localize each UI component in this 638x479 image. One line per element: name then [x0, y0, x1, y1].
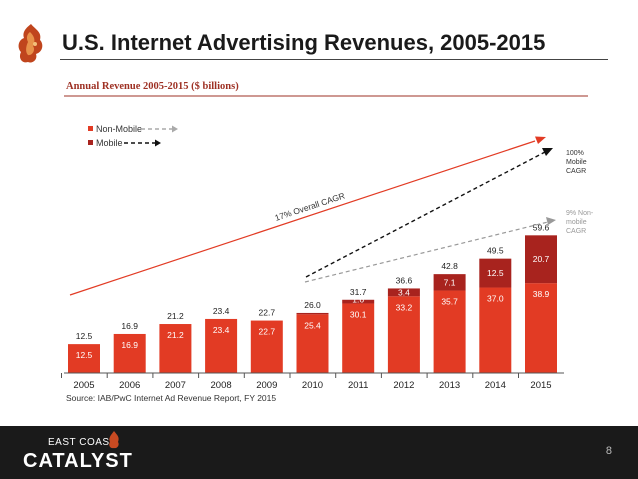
label-total-2012: 36.6	[396, 275, 413, 285]
legend-arrow-mobile	[155, 139, 161, 147]
slide-title: U.S. Internet Advertising Revenues, 2005…	[62, 30, 546, 55]
mobile-cagr-arrow	[305, 151, 546, 278]
bar-non-mobile-2007	[159, 324, 192, 373]
label-non-mobile-2012: 33.2	[396, 302, 413, 312]
label-total-2014: 49.5	[487, 246, 504, 256]
brand-tagline: EAST COAST	[48, 437, 117, 448]
label-total-2008: 23.4	[213, 306, 230, 316]
nonmobile-cagr-line-3: CAGR	[566, 228, 586, 235]
label-mobile-2013: 7.1	[444, 277, 456, 287]
bar-mobile-2014	[479, 258, 512, 288]
label-total-2007: 21.2	[167, 311, 184, 321]
brand-name: CATALYST	[23, 450, 133, 472]
bar-mobile-2011	[342, 299, 375, 304]
bar-non-mobile-2013	[433, 290, 466, 373]
chart: Annual Revenue 2005-2015 ($ billions) No…	[61, 81, 595, 403]
legend-swatch-non-mobile	[88, 126, 93, 131]
brand-flame-icon	[109, 431, 119, 449]
x-label-2012: 2012	[393, 380, 414, 391]
nonmobile-cagr-arrow	[304, 221, 549, 283]
label-mobile-2015: 20.7	[533, 254, 550, 264]
label-non-mobile-2007: 21.2	[167, 330, 184, 340]
x-label-2011: 2011	[348, 380, 368, 391]
title-divider	[60, 59, 608, 60]
label-mobile-2012: 3.4	[398, 287, 410, 297]
x-label-2010: 2010	[302, 380, 323, 391]
label-non-mobile-2005: 12.5	[76, 350, 93, 360]
legend-label-non-mobile: Non-Mobile	[96, 124, 142, 134]
bar-non-mobile-2006	[113, 333, 146, 373]
mobile-cagr-line-2: Mobile	[566, 159, 587, 166]
bar-non-mobile-2011	[342, 303, 375, 373]
chart-title: Annual Revenue 2005-2015 ($ billions)	[66, 81, 239, 92]
x-label-2008: 2008	[211, 380, 232, 391]
mobile-cagr-line-3: CAGR	[566, 168, 586, 175]
label-non-mobile-2011: 30.1	[350, 309, 367, 319]
label-non-mobile-2015: 38.9	[533, 289, 550, 299]
bar-mobile-2013	[433, 274, 466, 291]
x-label-2014: 2014	[485, 380, 506, 391]
nonmobile-cagr-line-2: mobile	[566, 219, 587, 226]
bar-mobile-2015	[525, 235, 557, 284]
bar-non-mobile-2008	[205, 318, 238, 373]
label-non-mobile-2006: 16.9	[121, 340, 138, 350]
x-label-2005: 2005	[73, 380, 94, 391]
bar-non-mobile-2005	[68, 344, 100, 373]
legend-label-mobile: Mobile	[96, 138, 123, 148]
total-value-labels: 12.5 16.9 21.2 23.4 22.7 26.0 31.7 36.6 42.8 49.5…	[76, 222, 550, 341]
label-non-mobile-2008: 23.4	[213, 325, 230, 335]
label-total-2015: 59.6	[533, 222, 550, 232]
label-non-mobile-2014: 37.0	[487, 294, 504, 304]
bar-non-mobile-2015	[525, 283, 557, 373]
label-non-mobile-2013: 35.7	[441, 297, 458, 307]
overall-cagr-arrowhead	[535, 136, 546, 144]
nonmobile-cagr-arrowhead	[546, 217, 556, 225]
label-total-2013: 42.8	[441, 261, 458, 271]
legend-arrow-non-mobile	[172, 125, 178, 133]
footer-bar: EAST COAST CATALYST 8	[0, 426, 638, 479]
nonmobile-cagr-line-1: 9% Non-	[566, 210, 594, 217]
label-total-2010: 26.0	[304, 300, 321, 310]
x-label-2007: 2007	[165, 380, 186, 391]
bar-non-mobile-2012	[387, 296, 420, 373]
label-total-2006: 16.9	[121, 321, 138, 331]
bar-non-mobile-2014	[479, 287, 512, 373]
label-total-2009: 22.7	[259, 308, 276, 318]
label-non-mobile-2009: 22.7	[259, 327, 276, 337]
mobile-cagr-line-1: 100%	[566, 150, 584, 157]
x-axis-labels: 2005 2006 2007 2008 2009 2010 2011 2012 2013 2014…	[73, 380, 551, 391]
label-non-mobile-2010: 25.4	[304, 320, 321, 330]
x-label-2009: 2009	[256, 380, 277, 391]
chart-source: Source: IAB/PwC Internet Ad Revenue Repo…	[66, 393, 276, 403]
bar-mobile-2012	[387, 288, 420, 297]
page-number: 8	[605, 445, 612, 457]
overall-cagr-arrow	[69, 140, 536, 296]
bar-mobile-2010	[296, 312, 329, 315]
label-mobile-2014: 12.5	[487, 268, 504, 278]
bars-group	[68, 235, 557, 373]
nonmobile-cagr-label: 9% Non- mobile CAGR	[566, 210, 595, 235]
mobile-value-labels: 1.6 3.4 7.1 12.5 20.7	[352, 254, 549, 304]
label-total-2005: 12.5	[76, 331, 93, 341]
x-label-2006: 2006	[119, 380, 140, 391]
x-axis-ticks	[61, 373, 519, 378]
bar-non-mobile-2010	[296, 314, 329, 373]
mobile-cagr-label: 100% Mobile CAGR	[566, 150, 589, 175]
mobile-cagr-arrowhead	[542, 148, 553, 156]
chart-legend: Non-Mobile Mobile	[88, 124, 178, 148]
label-mobile-2011: 1.6	[352, 294, 364, 304]
non-mobile-value-labels: 12.5 16.9 21.2 23.4 22.7 25.4 30.1 33.2 35.7 37.0…	[76, 289, 550, 360]
label-total-2011: 31.7	[350, 287, 367, 297]
x-label-2015: 2015	[530, 380, 551, 391]
bar-non-mobile-2009	[250, 320, 283, 373]
x-label-2013: 2013	[439, 380, 460, 391]
brand-logo-icon	[18, 24, 43, 63]
legend-swatch-mobile	[88, 140, 93, 145]
